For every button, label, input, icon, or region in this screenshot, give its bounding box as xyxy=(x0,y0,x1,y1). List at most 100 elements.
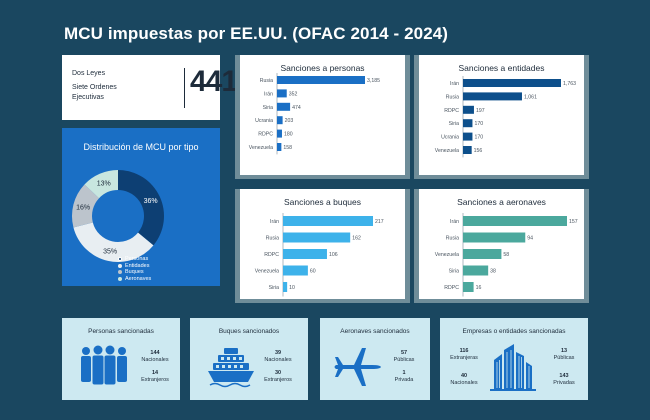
value-label: 94 xyxy=(527,236,533,242)
bar-irán xyxy=(463,79,561,87)
bar-irán xyxy=(283,216,373,226)
value-label: 170 xyxy=(474,135,483,141)
aeronaves-title: Aeronaves sancionados xyxy=(340,328,410,335)
category-label: Venezuela xyxy=(435,252,459,258)
chart-title-personas: Sanciones a personas xyxy=(280,63,365,73)
category-label: Ucrania xyxy=(255,118,273,124)
chart-card-buques: Sanciones a buques Irán 217 Rusia 162 RDPC 10… xyxy=(240,189,405,299)
donut-slice-aeronaves xyxy=(84,170,118,199)
legend-dot-buques xyxy=(118,270,122,275)
donut-slice-personas xyxy=(118,170,164,246)
bar-rdpc xyxy=(463,282,474,292)
total-count: 441 xyxy=(190,65,238,98)
category-label: Irán xyxy=(264,91,273,97)
chart-title-entidades: Sanciones a entidades xyxy=(458,63,545,73)
value-label: 170 xyxy=(474,121,483,127)
category-label: Siria xyxy=(269,285,279,291)
category-label: RDPC xyxy=(444,108,459,114)
personas-card: Personas sancionadas 144 Nacionales 14 Ext… xyxy=(62,318,180,400)
category-label: Rusia xyxy=(446,94,459,100)
personas-nacionales-label: Nacionales xyxy=(141,357,169,363)
chart-card-entidades: Sanciones a entidades Irán 1,763 Rusia 1,06… xyxy=(419,55,584,175)
empresas-privadas-label: Privadas xyxy=(553,380,575,386)
bar-venezuela xyxy=(463,249,502,259)
value-label: 158 xyxy=(283,145,292,151)
value-label: 217 xyxy=(375,219,384,225)
value-label: 1,763 xyxy=(563,81,576,87)
bar-rusia xyxy=(283,232,351,243)
value-label: 162 xyxy=(352,236,361,242)
bar-rdpc xyxy=(283,249,327,259)
category-label: RDPC xyxy=(258,132,273,138)
legend-buques: Buques xyxy=(125,269,144,276)
category-label: Rusia xyxy=(260,78,273,84)
aeronaves-card: Aeronaves sancionados 57 Públicas 1 Privad… xyxy=(320,318,430,400)
bar-chart: Irán 217 Rusia 162 RDPC 106 Venezuela 60 Siria 10 xyxy=(255,213,384,297)
aeronaves-publicas-label: Públicas xyxy=(393,357,415,363)
buques-extranjeros-value: 30 xyxy=(274,370,282,376)
legend-dot-entidades xyxy=(118,263,122,268)
category-label: Siria xyxy=(449,121,459,127)
category-label: Irán xyxy=(270,219,279,225)
legend-aeronaves: Aeronaves xyxy=(125,275,152,282)
people-group-icon xyxy=(81,345,127,385)
buques-nacionales-label: Nacionales xyxy=(264,357,292,363)
donut-label-aeronaves: 13% xyxy=(97,180,111,187)
buques-extranjeros-label: Extranjeros xyxy=(264,377,292,383)
category-label: Irán xyxy=(450,219,459,225)
empresas-title: Empresas o entidades sancionadas xyxy=(462,328,566,335)
empresas-extranjeras-value: 116 xyxy=(459,348,469,354)
bar-venezuela xyxy=(277,143,282,151)
value-label: 474 xyxy=(292,105,301,111)
bar-chart: Irán 157 Rusia 94 Venezuela 58 Siria 38 RDPC 16 xyxy=(435,213,578,297)
bar-ucrania xyxy=(463,132,473,141)
value-label: 106 xyxy=(329,252,338,258)
category-label: Siria xyxy=(263,105,273,111)
bar-rdpc xyxy=(463,105,474,114)
value-label: 60 xyxy=(310,269,316,275)
aeronaves-publicas-value: 57 xyxy=(400,350,408,356)
chart-card-aeronaves: Sanciones a aeronaves Irán 157 Rusia 94 Vene… xyxy=(419,189,584,299)
category-label: Ucrania xyxy=(441,135,459,141)
empresas-publicas-value: 13 xyxy=(560,348,568,354)
airplane-icon xyxy=(334,348,381,386)
buildings-icon xyxy=(490,344,536,391)
category-label: Venezuela xyxy=(435,148,459,154)
donut-label-buques: 16% xyxy=(76,205,90,212)
bar-rusia xyxy=(277,76,365,84)
bar-siria xyxy=(277,102,291,111)
buques-nacionales-value: 39 xyxy=(274,350,282,356)
category-label: Venezuela xyxy=(255,269,279,275)
chart-title-buques: Sanciones a buques xyxy=(283,197,362,207)
value-label: 197 xyxy=(476,108,485,114)
personas-extranjeros-value: 14 xyxy=(151,370,159,376)
donut-legend: Personas Entidades Buques Aeronaves xyxy=(118,256,151,282)
legend-personas: Personas xyxy=(125,256,149,262)
bar-rusia xyxy=(463,232,526,243)
value-label: 156 xyxy=(474,148,483,154)
buques-card: Buques sancionados 39 Nacionales 30 Extran… xyxy=(190,318,308,400)
value-label: 58 xyxy=(503,252,509,258)
summary-card: Dos Leyes Siete Ordenes Ejecutivas 441 xyxy=(62,55,266,120)
donut-chart-card: Distribución de MCU por tipo 36% 35% 16% 13… xyxy=(62,128,220,286)
personas-extranjeros-label: Extranjeros xyxy=(141,377,169,383)
donut-slice-entidades xyxy=(73,222,154,262)
aeronaves-privada-value: 1 xyxy=(402,370,406,376)
category-label: RDPC xyxy=(444,285,459,291)
divider xyxy=(184,68,185,108)
donut-title: Distribución de MCU por tipo xyxy=(83,142,199,152)
personas-title: Personas sancionadas xyxy=(88,328,154,335)
bar-venezuela xyxy=(463,146,472,154)
bar-irán xyxy=(277,89,287,98)
bar-siria xyxy=(463,265,489,276)
donut-slice-buques xyxy=(72,184,100,228)
executive-orders-label: Siete Ordenes Ejecutivas xyxy=(72,84,117,101)
legend-entidades: Entidades xyxy=(125,262,150,269)
value-label: 157 xyxy=(569,219,578,225)
donut-label-entidades: 35% xyxy=(103,249,117,256)
empresas-publicas-label: Públicas xyxy=(553,355,575,361)
category-label: RDPC xyxy=(264,252,279,258)
laws-label: Dos Leyes xyxy=(72,70,106,77)
empresas-extranjeras-label: Extranjeras xyxy=(450,355,478,361)
value-label: 16 xyxy=(476,285,482,291)
